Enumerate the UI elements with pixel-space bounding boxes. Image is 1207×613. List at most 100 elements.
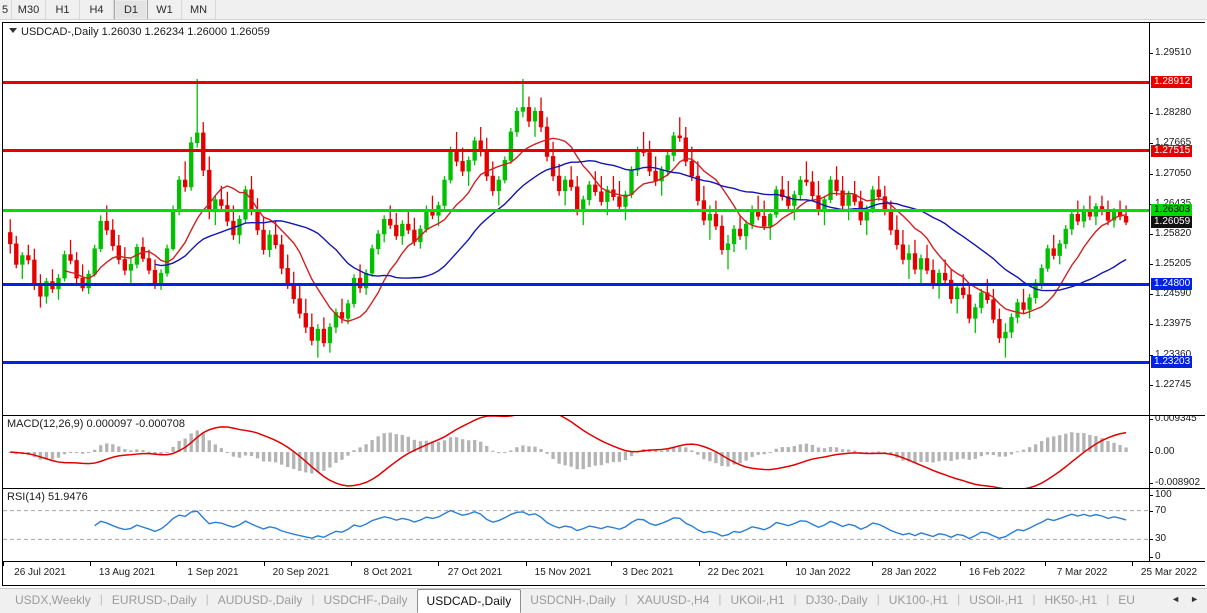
rsi-axis-label: 100 (1155, 489, 1172, 500)
date-axis-tick (699, 562, 700, 566)
price-axis-tick (1150, 384, 1153, 386)
tab-separator: | (205, 592, 209, 606)
horizontal-level-line-red[interactable] (3, 80, 1149, 84)
symbol-tab-eu[interactable]: EU (1118, 592, 1135, 607)
price-axis-tick (1150, 143, 1153, 145)
pane-divider-rsi-time[interactable] (3, 561, 1204, 562)
date-axis-tick (786, 562, 787, 566)
price-axis-tick (1150, 52, 1153, 54)
macd-axis-label: 0.00 (1155, 446, 1175, 457)
timeframe-button-m30[interactable]: M30 (12, 0, 46, 19)
price-level-tag[interactable]: 1.27515 (1151, 144, 1193, 157)
tab-separator: | (876, 592, 880, 606)
tab-scroll-controls[interactable]: ◄ ► (1167, 589, 1207, 610)
timeframe-button-5[interactable]: 5 (0, 0, 12, 19)
price-axis-tick (1150, 324, 1153, 326)
price-axis-label: 1.23360 (1155, 348, 1192, 360)
date-axis-label: 3 Dec 2021 (622, 567, 674, 578)
price-level-tag[interactable]: 1.28912 (1151, 76, 1193, 89)
date-axis-label: 1 Sep 2021 (187, 567, 239, 578)
symbol-tab-usdchf--daily[interactable]: USDCHF-,Daily (323, 592, 408, 607)
macd-plot-area[interactable] (3, 416, 1149, 488)
rsi-axis-tick (1150, 510, 1153, 512)
date-axis-label: 10 Jan 2022 (795, 567, 851, 578)
symbol-tab-eurusd--daily[interactable]: EURUSD-,Daily (111, 592, 197, 607)
horizontal-level-line-green[interactable] (3, 208, 1149, 212)
macd-pane-title[interactable]: MACD(12,26,9) 0.000097 -0.000708 (7, 418, 185, 430)
rsi-plot-area[interactable] (3, 489, 1149, 561)
rsi-axis-tick (1150, 539, 1153, 541)
date-axis-label: 27 Oct 2021 (447, 567, 503, 578)
tab-separator: | (1106, 592, 1110, 606)
price-axis-tick (1150, 294, 1153, 296)
price-scale[interactable]: 1.29510 1.28280 1.27665 1.27050 1.26435 1.258… (1149, 23, 1206, 415)
chevron-right-icon[interactable]: ► (1190, 594, 1199, 604)
date-axis-tick (176, 562, 177, 566)
rsi-pane-title[interactable]: RSI(14) 51.9476 (7, 491, 88, 503)
rsi-axis-label: 70 (1155, 504, 1167, 516)
macd-scale[interactable]: 0.009345 0.00 -0.008902 (1149, 416, 1206, 488)
tab-separator: | (624, 592, 628, 606)
price-level-tag[interactable]: 1.26059 (1151, 216, 1193, 229)
price-axis-label: 1.25205 (1155, 258, 1192, 270)
symbol-tab-uk100--h1[interactable]: UK100-,H1 (888, 592, 949, 607)
price-level-tag[interactable]: 1.26303 (1151, 204, 1193, 217)
timeframe-button-w1[interactable]: W1 (148, 0, 182, 19)
time-axis[interactable]: 26 Jul 2021 13 Aug 2021 1 Sep 2021 20 Sep 2… (3, 562, 1206, 585)
date-axis-tick (872, 562, 873, 566)
chevron-left-icon[interactable]: ◄ (1171, 594, 1181, 604)
rsi-axis-label: 30 (1155, 533, 1167, 545)
horizontal-level-line-blue[interactable] (3, 282, 1149, 286)
symbol-tab-ukoil--h1[interactable]: UKOil-,H1 (730, 592, 785, 607)
rsi-series (3, 509, 1149, 540)
symbol-tab-usoil--h1[interactable]: USOil-,H1 (969, 592, 1024, 607)
symbol-tab-dj30--daily[interactable]: DJ30-,Daily (805, 592, 868, 607)
price-axis-label: 1.24590 (1155, 288, 1192, 300)
price-axis-tick (1150, 113, 1153, 115)
date-axis-label: 22 Dec 2021 (707, 567, 765, 578)
horizontal-level-line-red[interactable] (3, 149, 1149, 153)
timeframe-button-d1[interactable]: D1 (114, 0, 148, 19)
symbol-tab-usdcnh--daily[interactable]: USDCNH-,Daily (530, 592, 616, 607)
price-axis-tick (1150, 354, 1153, 356)
tab-separator: | (1032, 592, 1036, 606)
tab-separator: | (99, 592, 103, 606)
symbol-tab-hk50--h1[interactable]: HK50-,H1 (1044, 592, 1098, 607)
price-pane[interactable]: USDCAD-,Daily 1.26030 1.26234 1.26000 1.… (3, 23, 1206, 415)
tab-separator: | (311, 592, 315, 606)
date-axis-tick (960, 562, 961, 566)
date-axis-tick (1132, 562, 1133, 566)
pane-divider-price-macd[interactable] (3, 415, 1204, 416)
date-axis-tick (264, 562, 265, 566)
price-level-tag[interactable]: 1.23203 (1151, 356, 1193, 369)
date-axis-tick (1045, 562, 1046, 566)
price-pane-title[interactable]: USDCAD-,Daily 1.26030 1.26234 1.26000 1.… (9, 26, 270, 38)
rsi-scale[interactable]: 100 70 30 0 (1149, 489, 1206, 561)
symbol-tab-usdx-weekly[interactable]: USDX,Weekly (15, 592, 91, 607)
toolbar-empty-area (216, 0, 1207, 19)
timeframe-button-mn[interactable]: MN (182, 0, 216, 19)
price-level-tag[interactable]: 1.24800 (1151, 278, 1193, 290)
date-axis-label: 25 Mar 2022 (1140, 567, 1198, 578)
rsi-pane[interactable]: RSI(14) 51.9476 100 70 30 0 (3, 489, 1206, 561)
symbol-tab-xauusd--h4[interactable]: XAUUSD-,H4 (636, 592, 710, 607)
date-axis-tick (351, 562, 352, 566)
macd-pane[interactable]: MACD(12,26,9) 0.000097 -0.000708 0.00934… (3, 416, 1206, 488)
price-plot-area[interactable] (3, 23, 1149, 415)
symbol-tab-audusd--daily[interactable]: AUDUSD-,Daily (217, 592, 303, 607)
price-axis-tick (1150, 233, 1153, 235)
pane-divider-macd-rsi[interactable] (3, 488, 1204, 489)
date-axis-tick (3, 562, 4, 566)
timeframe-button-h4[interactable]: H4 (80, 0, 114, 19)
symbol-tab-usdcad--daily[interactable]: USDCAD-,Daily (416, 589, 522, 613)
horizontal-level-line-blue[interactable] (3, 360, 1149, 364)
price-axis-tick (1150, 264, 1153, 266)
macd-axis-tick (1150, 452, 1153, 453)
price-axis-label: 1.23975 (1155, 318, 1192, 330)
timeframe-button-h1[interactable]: H1 (46, 0, 80, 19)
rsi-axis-tick (1150, 557, 1153, 558)
chart-frame[interactable]: USDCAD-,Daily 1.26030 1.26234 1.26000 1.… (2, 22, 1206, 586)
date-axis-label: 13 Aug 2021 (98, 567, 156, 578)
chevron-down-icon[interactable] (9, 28, 17, 33)
